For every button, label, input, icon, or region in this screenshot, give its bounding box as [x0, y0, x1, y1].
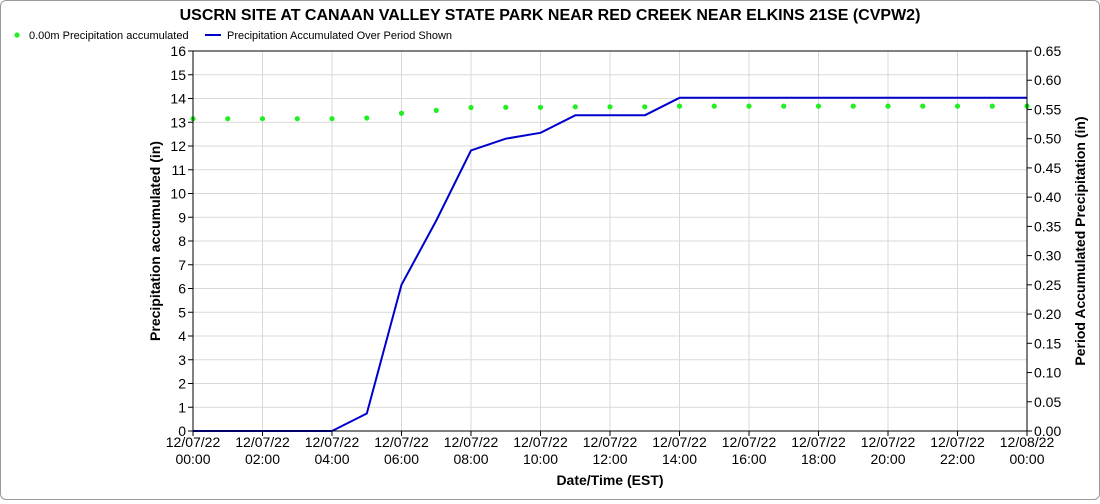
legend: 0.00m Precipitation accumulated Precipit… — [14, 30, 452, 42]
chart-title: USCRN SITE AT CANAAN VALLEY STATE PARK N… — [180, 7, 921, 24]
accumulated-precipitation-series — [190, 103, 1030, 122]
left-tick-label: 7 — [178, 257, 186, 273]
right-tick-label: 0.05 — [1034, 394, 1061, 410]
right-tick-label: 0.50 — [1034, 131, 1061, 147]
accumulated-point — [885, 103, 891, 109]
left-tick-label: 9 — [178, 209, 186, 225]
x-tick-date: 12/07/22 — [374, 434, 429, 450]
accumulated-point — [746, 103, 752, 109]
x-tick-time: 06:00 — [384, 451, 419, 467]
left-tick-label: 10 — [170, 186, 186, 202]
left-tick-label: 16 — [170, 43, 186, 59]
accumulated-point — [468, 104, 474, 111]
x-tick-time: 00:00 — [175, 451, 210, 467]
grid-lines — [192, 50, 1028, 432]
accumulated-point — [711, 103, 717, 109]
right-axis-title: Period Accumulated Precipitation (in) — [1072, 116, 1088, 365]
right-tick-label: 0.20 — [1034, 306, 1061, 322]
left-tick-label: 11 — [171, 162, 186, 178]
x-tick-date: 12/07/22 — [166, 434, 221, 450]
right-tick-label: 0.65 — [1034, 43, 1061, 59]
x-tick-time: 00:00 — [1009, 451, 1044, 467]
x-tick-time: 04:00 — [314, 451, 349, 467]
left-tick-label: 15 — [170, 67, 186, 83]
left-tick-label: 8 — [178, 233, 186, 249]
right-axis-ticks: 0.00 0.05 0.10 0.15 0.20 0.25 0.30 0.35 0.40 0.45… — [1027, 43, 1061, 439]
right-tick-label: 0.40 — [1034, 189, 1061, 205]
legend-label-period: Precipitation Accumulated Over Period Sh… — [227, 30, 452, 42]
x-tick-date: 12/07/22 — [861, 434, 916, 450]
accumulated-point — [815, 103, 822, 109]
x-tick-date: 12/07/22 — [652, 434, 707, 450]
x-tick-date: 12/07/22 — [444, 434, 499, 450]
accumulated-point — [259, 116, 266, 122]
x-tick-time: 18:00 — [801, 451, 836, 467]
right-tick-label: 0.10 — [1034, 365, 1061, 381]
x-tick-time: 12:00 — [592, 451, 627, 467]
right-tick-label: 0.35 — [1034, 218, 1061, 234]
x-tick-time: 02:00 — [245, 451, 280, 467]
right-tick-label: 0.25 — [1034, 277, 1061, 293]
left-tick-label: 4 — [178, 328, 186, 344]
accumulated-point — [642, 104, 648, 110]
legend-label-accumulated: 0.00m Precipitation accumulated — [29, 30, 189, 42]
x-tick-time: 08:00 — [453, 451, 488, 467]
left-tick-label: 1 — [178, 399, 186, 415]
x-tick-time: 16:00 — [731, 451, 766, 467]
accumulated-point — [920, 103, 926, 109]
right-tick-label: 0.55 — [1034, 101, 1061, 117]
left-tick-label: 0 — [178, 423, 186, 439]
accumulated-point — [607, 104, 613, 110]
accumulated-point — [433, 107, 439, 113]
left-tick-label: 2 — [178, 376, 186, 392]
accumulated-point — [329, 116, 335, 122]
accumulated-point — [225, 116, 231, 122]
accumulated-point — [572, 104, 578, 110]
plot-border — [192, 50, 1028, 432]
x-tick-date: 12/07/22 — [722, 434, 777, 450]
left-tick-label: 14 — [170, 91, 186, 107]
x-tick-date: 12/07/22 — [513, 434, 568, 450]
right-tick-label: 0.15 — [1034, 335, 1061, 351]
x-tick-date: 12/07/22 — [930, 434, 985, 450]
legend-dot-marker — [14, 32, 20, 38]
accumulated-point — [676, 103, 683, 109]
accumulated-point — [364, 115, 370, 121]
accumulated-point — [850, 103, 856, 109]
x-tick-date: 12/07/22 — [583, 434, 638, 450]
x-tick-time: 20:00 — [870, 451, 905, 467]
right-tick-label: 0.45 — [1034, 160, 1061, 176]
x-tick-time: 22:00 — [940, 451, 975, 467]
accumulated-point — [294, 116, 300, 122]
x-tick-time: 10:00 — [523, 451, 558, 467]
left-tick-label: 6 — [178, 281, 186, 297]
right-tick-label: 0.30 — [1034, 248, 1061, 264]
left-axis-title: Precipitation accumulated (in) — [147, 141, 163, 341]
accumulated-point — [781, 103, 787, 109]
left-tick-label: 13 — [170, 114, 186, 130]
left-tick-label: 12 — [170, 138, 186, 154]
x-axis-ticks: 12/07/2200:0012/07/2202:0012/07/2204:001… — [166, 431, 1055, 467]
x-axis-title: Date/Time (EST) — [556, 472, 663, 488]
x-tick-date: 12/07/22 — [235, 434, 290, 450]
x-tick-date: 12/08/22 — [1000, 434, 1055, 450]
x-tick-time: 14:00 — [662, 451, 697, 467]
accumulated-point — [954, 103, 961, 109]
left-tick-label: 3 — [178, 352, 186, 368]
accumulated-point — [989, 103, 995, 109]
right-tick-label: 0.00 — [1034, 423, 1061, 439]
accumulated-point — [537, 104, 544, 110]
accumulated-point — [398, 110, 405, 116]
x-tick-date: 12/07/22 — [791, 434, 846, 450]
accumulated-point — [503, 104, 509, 110]
x-tick-date: 12/07/22 — [305, 434, 360, 450]
right-tick-label: 0.60 — [1034, 72, 1061, 88]
left-tick-label: 5 — [178, 304, 186, 320]
